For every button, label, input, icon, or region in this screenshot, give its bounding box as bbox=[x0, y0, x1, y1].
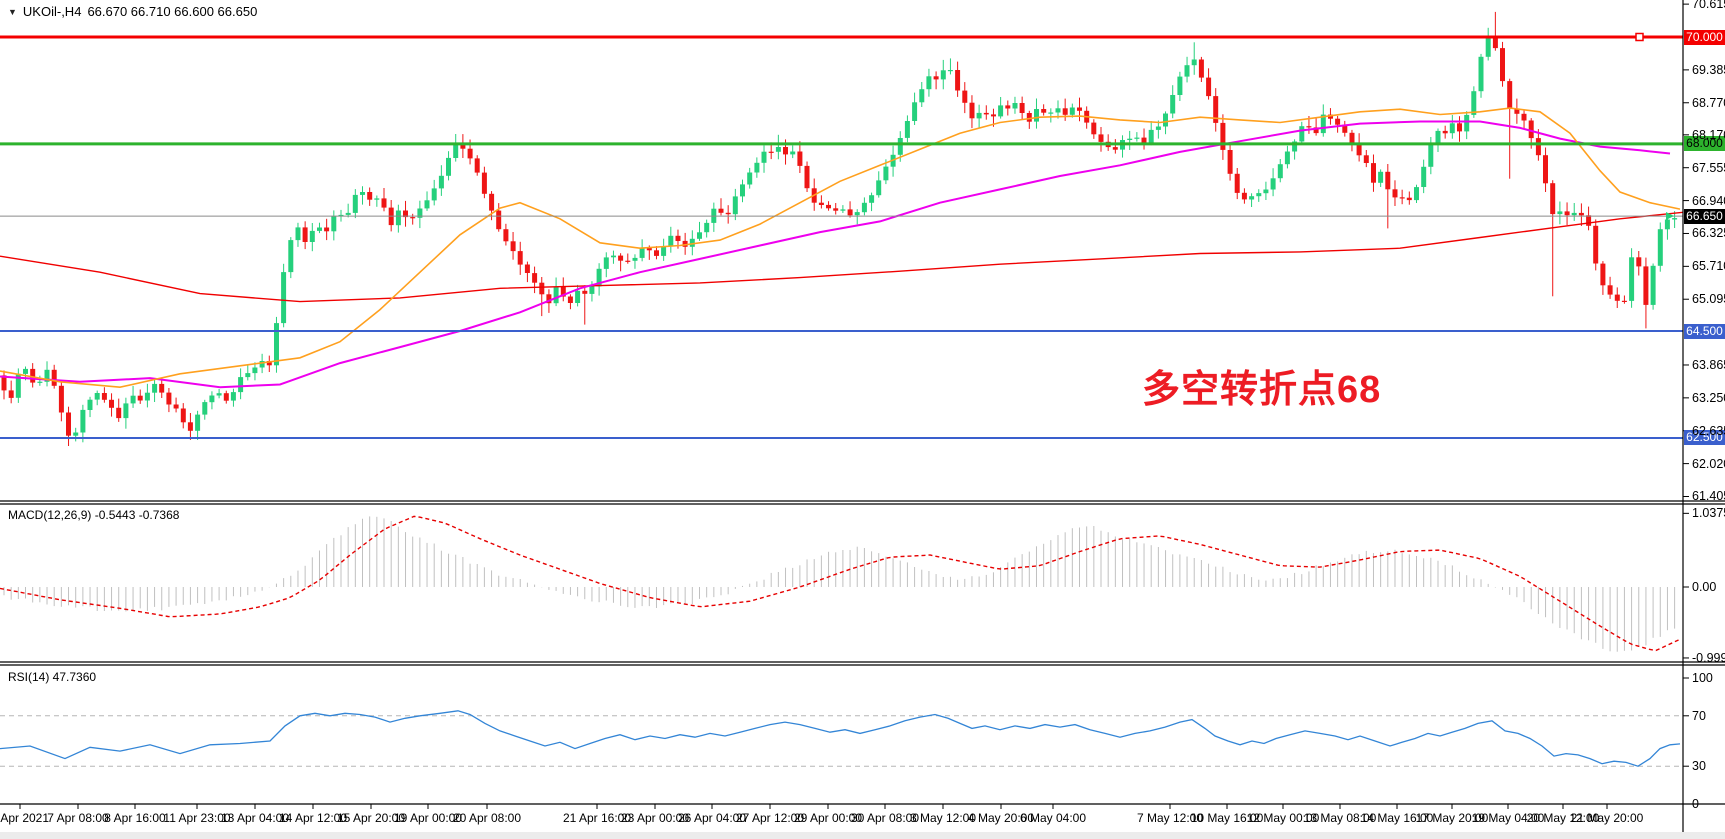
ohlc-readout: 66.670 66.710 66.600 66.650 bbox=[87, 4, 258, 19]
time-label[interactable]: 7 May 12:00 bbox=[1136, 811, 1204, 825]
time-label[interactable]: 20 Apr 08:00 bbox=[452, 811, 522, 825]
price-level-badge-64.500: 64.500 bbox=[1684, 323, 1725, 339]
macd-tick--0.9994: -0.9994 bbox=[1692, 650, 1725, 665]
chart-title-bar: ▼ UKOil-,H4 66.670 66.710 66.600 66.650 bbox=[8, 4, 257, 19]
macd-tick-0.00: 0.00 bbox=[1692, 580, 1717, 594]
price-tick-68.170: 68.170 bbox=[1692, 127, 1725, 142]
time-label[interactable]: 11 Apr 23:00 bbox=[163, 811, 231, 825]
macd-tick-1.0375: 1.0375 bbox=[1692, 506, 1725, 521]
time-label[interactable]: 14 May 16:00 bbox=[1360, 811, 1434, 825]
time-label[interactable]: 26 Apr 04:00 bbox=[677, 811, 747, 825]
time-label[interactable]: 4 May 20:00 bbox=[967, 811, 1035, 825]
price-tick-65.095: 65.095 bbox=[1692, 292, 1725, 307]
price-level-badge-68.000: 68.000 bbox=[1684, 136, 1725, 152]
time-label[interactable]: 3 May 12:00 bbox=[909, 811, 977, 825]
bottom-strip bbox=[0, 832, 1725, 839]
time-label[interactable]: 8 Apr 16:00 bbox=[104, 811, 166, 825]
annotation-text[interactable]: 多空转折点68 bbox=[1142, 369, 1382, 411]
time-label[interactable]: 29 Apr 00:00 bbox=[793, 811, 863, 825]
symbol-title: UKOil-,H4 bbox=[22, 4, 82, 19]
time-label[interactable]: 17 May 20:00 bbox=[1415, 811, 1489, 825]
price-tick-70.615: 70.615 bbox=[1692, 0, 1725, 12]
macd-indicator-label: MACD(12,26,9) -0.5443 -0.7368 bbox=[8, 508, 180, 522]
price-tick-62.020: 62.020 bbox=[1692, 456, 1725, 471]
price-tick-66.940: 66.940 bbox=[1692, 193, 1725, 208]
price-tick-66.325: 66.325 bbox=[1692, 226, 1725, 241]
price-tick-63.865: 63.865 bbox=[1692, 357, 1725, 372]
time-label[interactable]: 13 Apr 04:00 bbox=[220, 811, 290, 825]
time-label[interactable]: 12 May 00:00 bbox=[1246, 811, 1320, 825]
rsi-tick-0: 0 bbox=[1692, 797, 1699, 811]
rsi-indicator-label: RSI(14) 47.7360 bbox=[8, 670, 97, 684]
rsi-tick-100: 100 bbox=[1692, 671, 1713, 685]
price-level-badge-66.650: 66.650 bbox=[1684, 208, 1725, 224]
time-label[interactable]: 14 Apr 12:00 bbox=[278, 811, 348, 825]
rsi-tick-70: 70 bbox=[1692, 708, 1706, 723]
time-label[interactable]: 30 Apr 08:00 bbox=[850, 811, 920, 825]
rsi-tick-30: 30 bbox=[1692, 759, 1706, 774]
time-label[interactable]: 21 Apr 16:00 bbox=[562, 811, 632, 825]
candlestick-series bbox=[1, 11, 1678, 446]
macd-signal-line bbox=[0, 515, 1681, 652]
price-tick-68.770: 68.770 bbox=[1692, 95, 1725, 110]
macd-histogram bbox=[3, 516, 1676, 652]
time-label[interactable]: 5 Apr 2021 bbox=[0, 811, 50, 825]
last-price-pointer-icon bbox=[1666, 212, 1674, 220]
time-label[interactable]: 19 Apr 00:00 bbox=[393, 811, 463, 825]
price-level-badge-70.000: 70.000 bbox=[1684, 29, 1725, 45]
price-tick-65.710: 65.710 bbox=[1692, 259, 1725, 274]
time-label[interactable]: 6 May 04:00 bbox=[1019, 811, 1087, 825]
time-label[interactable]: 19 May 04:00 bbox=[1471, 811, 1545, 825]
time-label[interactable]: 20 May 12:00 bbox=[1526, 811, 1600, 825]
price-tick-62.635: 62.635 bbox=[1692, 423, 1725, 438]
time-label[interactable]: 27 Apr 12:00 bbox=[735, 811, 805, 825]
price-level-badge-62.500: 62.500 bbox=[1684, 430, 1725, 446]
price-tick-61.405: 61.405 bbox=[1692, 489, 1725, 504]
price-tick-69.385: 69.385 bbox=[1692, 62, 1725, 77]
price-tick-63.250: 63.250 bbox=[1692, 390, 1725, 405]
hline-anchor-marker[interactable] bbox=[1635, 32, 1644, 42]
chevron-down-icon[interactable]: ▼ bbox=[8, 6, 17, 17]
price-tick-67.555: 67.555 bbox=[1692, 160, 1725, 175]
time-label[interactable]: 13 May 08:00 bbox=[1303, 811, 1377, 825]
time-label[interactable]: 21 May 20:00 bbox=[1570, 811, 1644, 825]
ma-magenta-line bbox=[0, 120, 1671, 389]
time-label[interactable]: 23 Apr 00:00 bbox=[620, 811, 690, 825]
rsi-line bbox=[0, 710, 1681, 767]
time-label[interactable]: 10 May 16:00 bbox=[1190, 811, 1264, 825]
ma-red-line bbox=[0, 211, 1683, 303]
time-label[interactable]: 7 Apr 08:00 bbox=[47, 811, 109, 825]
ma-orange-line bbox=[0, 107, 1681, 389]
time-label[interactable]: 15 Apr 20:00 bbox=[336, 811, 406, 825]
